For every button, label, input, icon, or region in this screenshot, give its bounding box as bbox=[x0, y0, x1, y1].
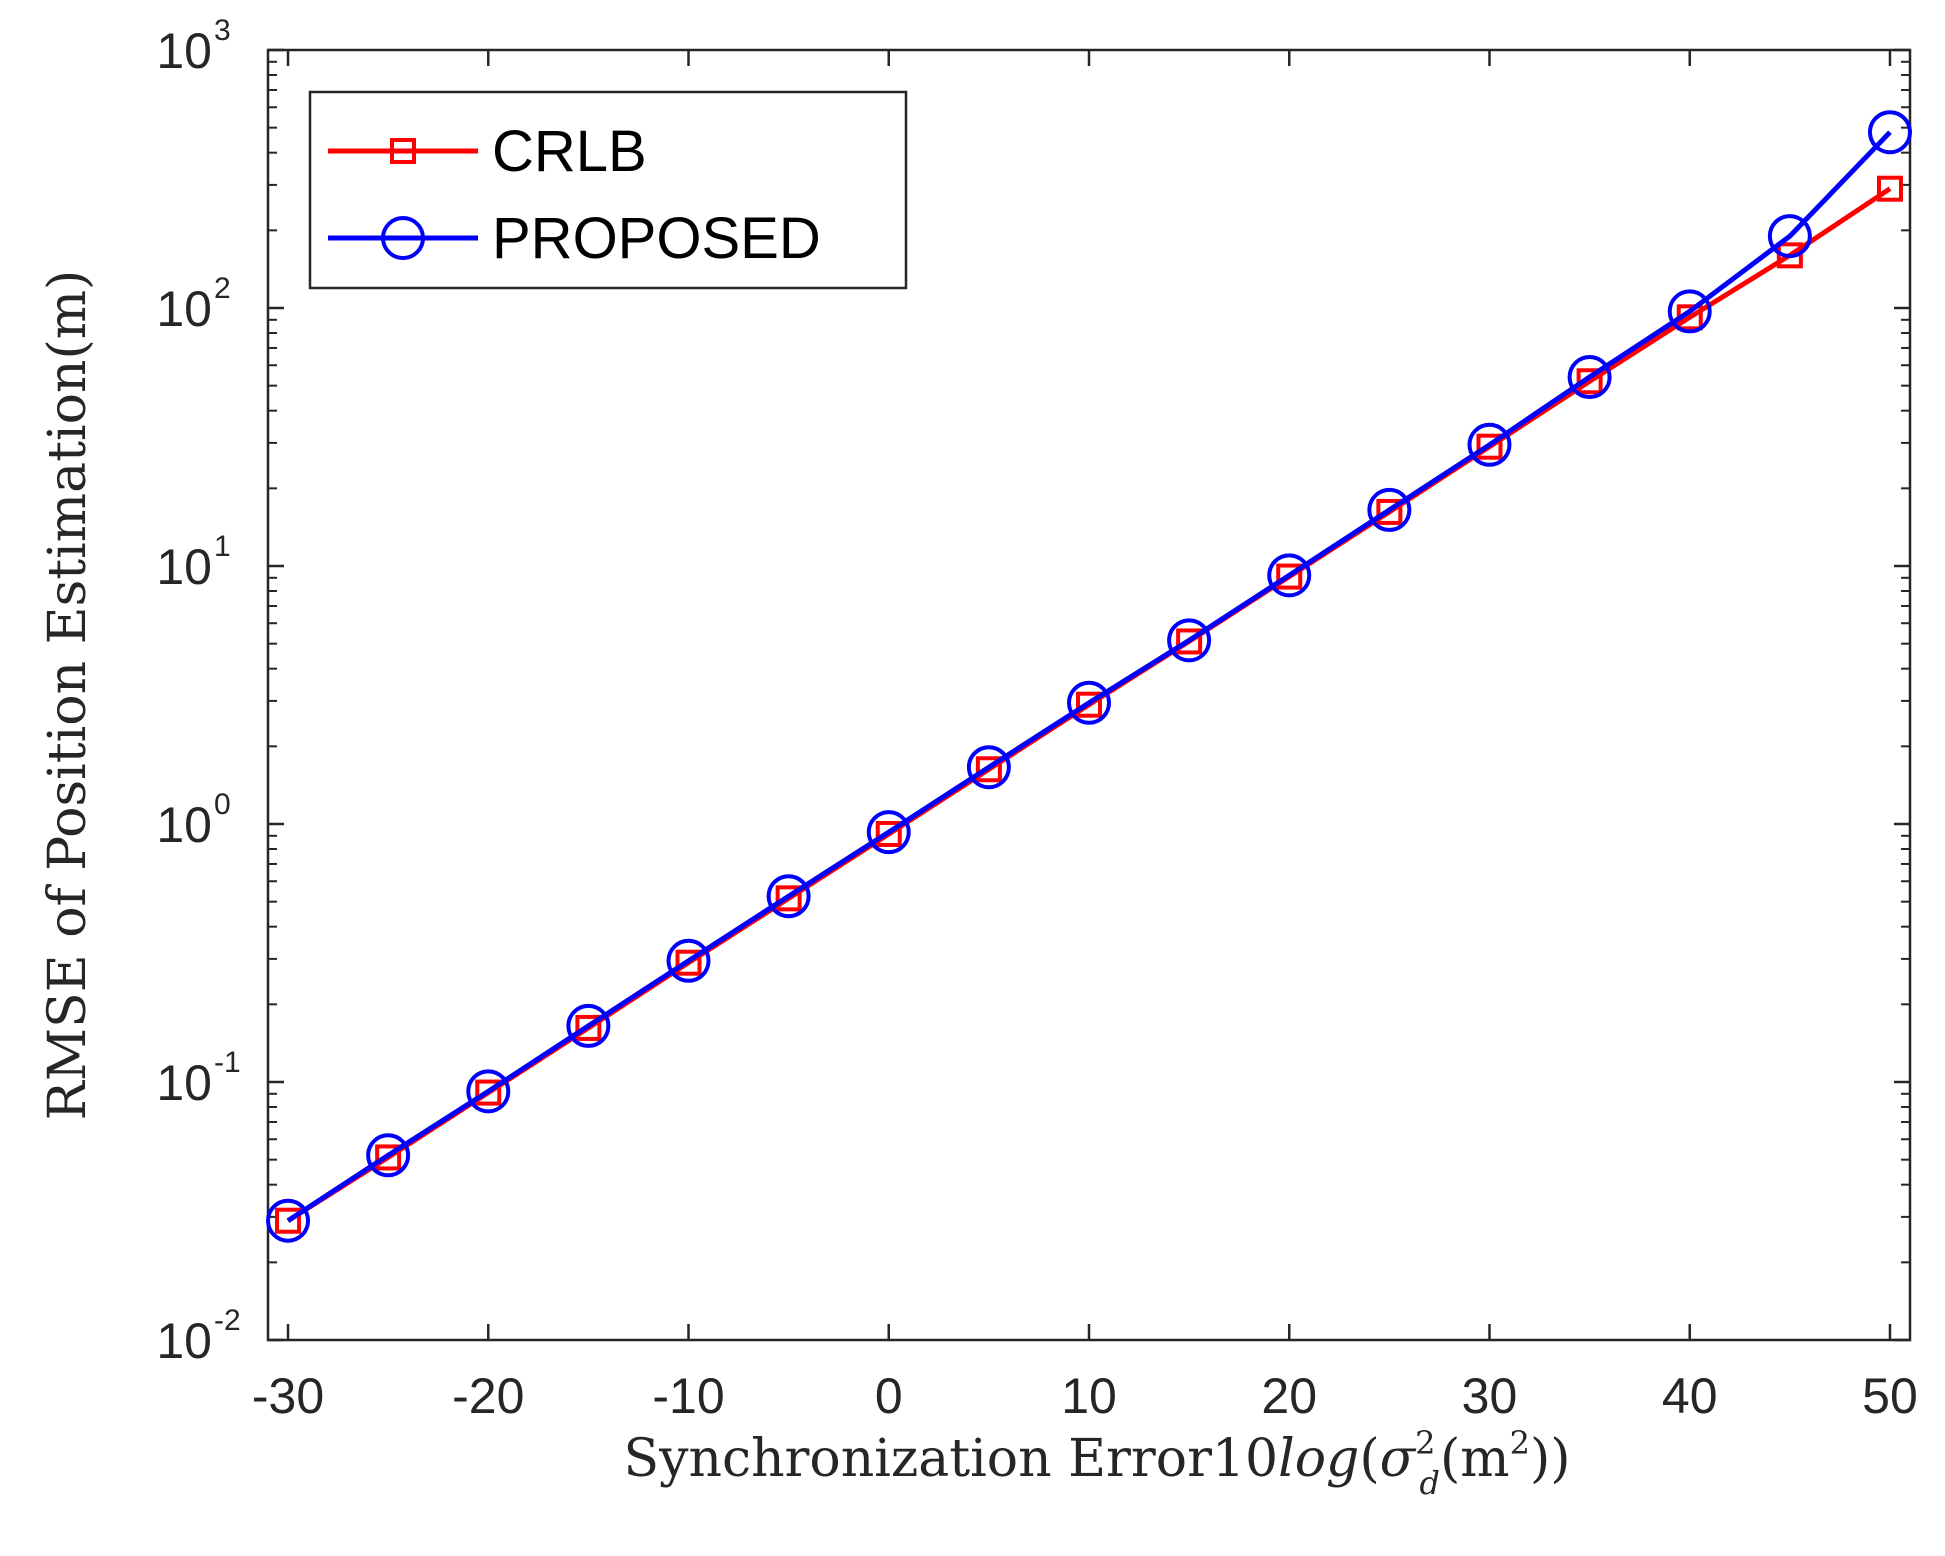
data-point-crlb bbox=[1276, 563, 1303, 590]
x-axis-title-open: ( bbox=[1359, 1429, 1379, 1489]
x-tick-label: -30 bbox=[252, 1368, 324, 1424]
data-point-proposed bbox=[1467, 422, 1512, 467]
data-point-proposed bbox=[966, 745, 1011, 790]
x-tick-label: -20 bbox=[452, 1368, 524, 1424]
data-point-proposed bbox=[1767, 214, 1812, 259]
x-axis-title-sigma-sub: d bbox=[1420, 1464, 1440, 1502]
y-tick-label: 10 bbox=[156, 1055, 212, 1111]
x-tick-label: -10 bbox=[652, 1368, 724, 1424]
data-point-proposed bbox=[866, 810, 911, 855]
data-point-proposed bbox=[566, 1003, 611, 1048]
y-tick-label: 10 bbox=[156, 23, 212, 79]
y-axis-title: RMSE of Position Estimation(m) bbox=[38, 270, 98, 1121]
x-tick-label: 30 bbox=[1462, 1368, 1518, 1424]
data-point-proposed bbox=[1167, 618, 1212, 663]
data-point-crlb bbox=[775, 885, 802, 912]
data-point-crlb bbox=[575, 1014, 602, 1041]
data-point-crlb bbox=[1076, 691, 1102, 718]
x-axis-title-sigma-sup: 2 bbox=[1415, 1424, 1435, 1462]
data-point-proposed bbox=[1067, 680, 1111, 725]
x-tick-label: 10 bbox=[1061, 1368, 1117, 1424]
y-tick-exponent: 1 bbox=[214, 530, 231, 563]
data-point-crlb bbox=[375, 1144, 402, 1171]
y-tick-label: 10 bbox=[156, 539, 212, 595]
series-line-proposed bbox=[286, 130, 1892, 1223]
data-point-proposed bbox=[1667, 289, 1712, 334]
x-tick-label: 0 bbox=[875, 1368, 903, 1424]
data-point-crlb bbox=[875, 820, 902, 847]
y-tick-exponent: 2 bbox=[214, 272, 231, 305]
x-axis-title-inner-sup: 2 bbox=[1510, 1424, 1530, 1462]
data-point-crlb bbox=[1376, 498, 1403, 525]
x-axis-title-sigma: σ bbox=[1380, 1429, 1417, 1489]
data-point-proposed bbox=[1367, 487, 1412, 532]
legend-marker-proposed bbox=[381, 216, 425, 260]
y-tick-exponent: -2 bbox=[214, 1304, 241, 1337]
data-point-proposed bbox=[1567, 355, 1612, 400]
legend: CRLB PROPOSED bbox=[308, 90, 908, 290]
data-point-crlb bbox=[475, 1079, 502, 1106]
series-layer bbox=[266, 110, 1912, 1243]
data-point-crlb bbox=[675, 949, 702, 976]
legend-label-crlb: CRLB bbox=[492, 119, 647, 184]
data-point-proposed bbox=[666, 938, 711, 983]
data-point-proposed bbox=[1867, 110, 1912, 155]
y-tick-label: 10 bbox=[156, 797, 212, 853]
legend-label-proposed: PROPOSED bbox=[492, 206, 821, 271]
data-point-proposed bbox=[466, 1069, 511, 1114]
x-ticks: -30 -20 -10 0 10 20 30 40 50 bbox=[252, 50, 1918, 1424]
y-tick-label: 10 bbox=[156, 1313, 212, 1369]
data-point-proposed bbox=[366, 1133, 411, 1178]
y-tick-exponent: -1 bbox=[214, 1046, 241, 1079]
data-point-crlb bbox=[1576, 368, 1603, 395]
data-point-proposed bbox=[766, 874, 811, 919]
data-point-crlb bbox=[1476, 433, 1503, 460]
x-axis-title-func: log bbox=[1278, 1429, 1359, 1489]
data-point-crlb bbox=[275, 1207, 302, 1234]
data-point-crlb bbox=[1876, 175, 1903, 202]
x-tick-label: 50 bbox=[1862, 1368, 1918, 1424]
legend-marker-crlb bbox=[390, 138, 416, 164]
x-axis-title-close: )) bbox=[1530, 1429, 1571, 1489]
x-axis-title-prefix: Synchronization Error10 bbox=[623, 1429, 1278, 1489]
y-tick-exponent: 3 bbox=[214, 14, 231, 47]
data-point-crlb bbox=[1176, 628, 1203, 655]
x-axis-title: Synchronization Error10log(σ2 d(m2)) bbox=[623, 1424, 1570, 1502]
x-tick-label: 20 bbox=[1261, 1368, 1317, 1424]
x-tick-label: 40 bbox=[1662, 1368, 1718, 1424]
data-point-crlb bbox=[975, 756, 1002, 783]
data-point-proposed bbox=[1267, 553, 1312, 598]
y-tick-label: 10 bbox=[156, 281, 212, 337]
x-axis-title-inner: (m bbox=[1440, 1429, 1510, 1489]
data-point-crlb bbox=[1776, 242, 1803, 269]
y-tick-exponent: 0 bbox=[214, 788, 231, 821]
data-point-proposed bbox=[266, 1198, 311, 1243]
